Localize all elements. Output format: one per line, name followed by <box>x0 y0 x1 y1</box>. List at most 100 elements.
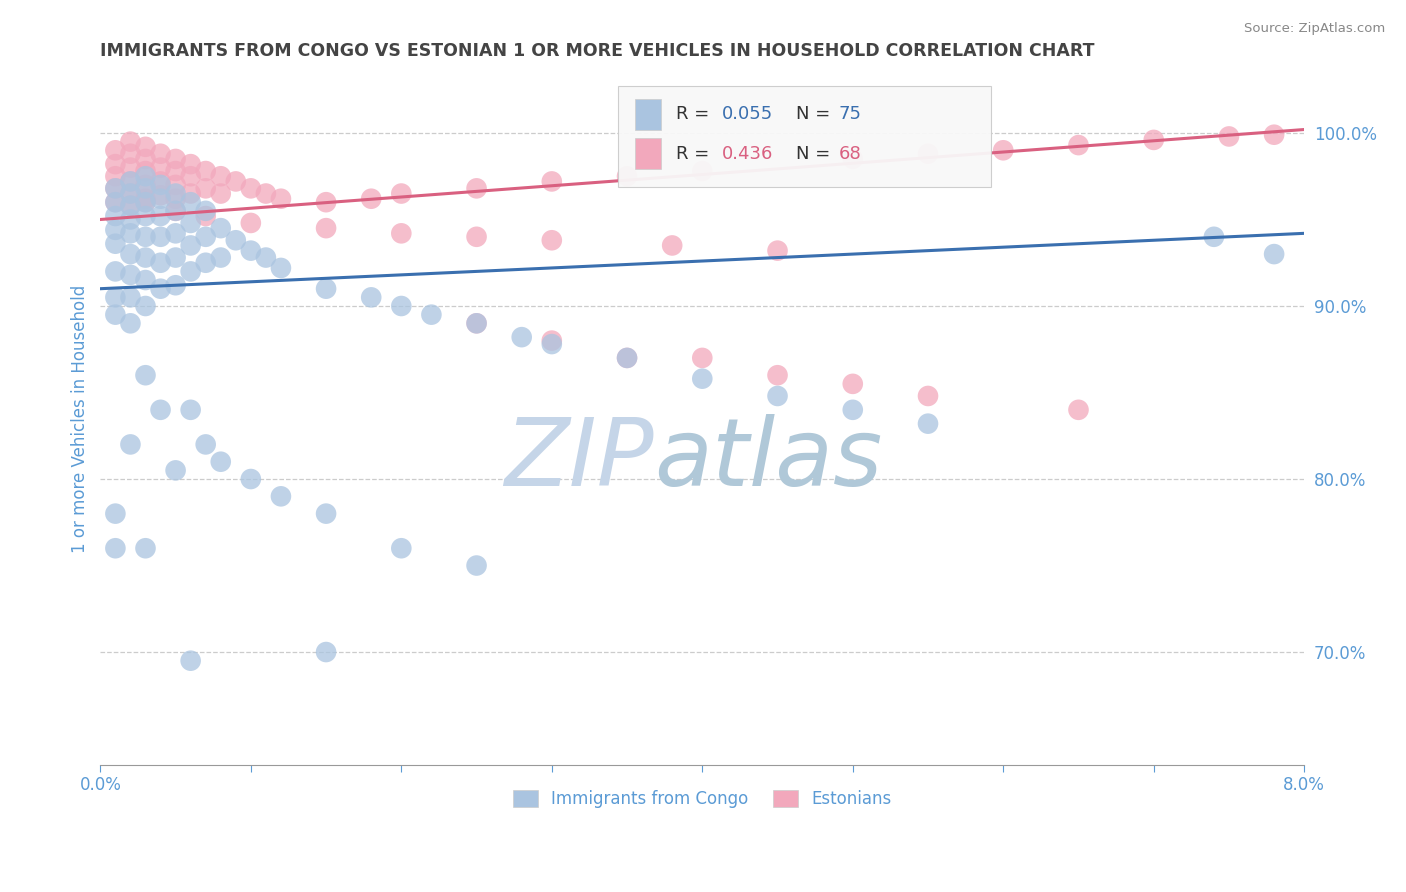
Point <box>134 195 156 210</box>
FancyBboxPatch shape <box>636 99 661 130</box>
Point <box>134 178 156 192</box>
Point <box>766 368 789 383</box>
Point <box>104 541 127 556</box>
Point <box>360 290 382 304</box>
Point <box>165 203 187 218</box>
Point <box>180 238 202 252</box>
Point <box>225 174 247 188</box>
Point <box>104 223 127 237</box>
FancyBboxPatch shape <box>619 87 991 186</box>
Point <box>993 143 1015 157</box>
Point <box>194 181 217 195</box>
Point <box>165 186 187 201</box>
Point <box>165 152 187 166</box>
Point <box>194 209 217 223</box>
Point <box>134 195 156 210</box>
Point <box>270 260 292 275</box>
Point <box>315 282 337 296</box>
Point <box>104 157 127 171</box>
Point <box>104 181 127 195</box>
Point <box>842 152 865 166</box>
Point <box>120 316 142 330</box>
Point <box>104 264 127 278</box>
Point <box>165 278 187 293</box>
Point <box>389 299 412 313</box>
FancyBboxPatch shape <box>636 138 661 169</box>
Point <box>180 186 202 201</box>
Point <box>616 351 638 365</box>
Point <box>1263 128 1285 142</box>
Point <box>540 334 562 348</box>
Point <box>209 169 232 184</box>
Point <box>917 389 939 403</box>
Point <box>180 402 202 417</box>
Point <box>104 290 127 304</box>
Point <box>120 174 142 188</box>
Point <box>842 376 865 391</box>
Point <box>165 178 187 192</box>
Point <box>180 216 202 230</box>
Point <box>389 186 412 201</box>
Point <box>180 654 202 668</box>
Point <box>134 251 156 265</box>
Point <box>120 186 142 201</box>
Point <box>270 192 292 206</box>
Point <box>120 135 142 149</box>
Point <box>134 299 156 313</box>
Point <box>149 146 172 161</box>
Point <box>134 152 156 166</box>
Point <box>165 192 187 206</box>
Point <box>661 238 683 252</box>
Point <box>194 256 217 270</box>
Point <box>315 195 337 210</box>
Point <box>842 402 865 417</box>
Point <box>104 209 127 223</box>
Point <box>104 181 127 195</box>
Point <box>104 308 127 322</box>
Point <box>616 351 638 365</box>
Legend: Immigrants from Congo, Estonians: Immigrants from Congo, Estonians <box>506 783 898 815</box>
Point <box>465 229 488 244</box>
Point <box>465 316 488 330</box>
Point <box>120 437 142 451</box>
Point <box>104 507 127 521</box>
Point <box>465 181 488 195</box>
Point <box>1202 229 1225 244</box>
Point <box>766 244 789 258</box>
Point <box>149 256 172 270</box>
Point <box>104 195 127 210</box>
Point <box>165 251 187 265</box>
Point <box>315 645 337 659</box>
Point <box>134 192 156 206</box>
Point <box>420 308 443 322</box>
Point <box>690 351 713 365</box>
Text: R =: R = <box>676 145 714 162</box>
Point <box>209 455 232 469</box>
Point <box>120 186 142 201</box>
Text: ZIP: ZIP <box>505 415 654 506</box>
Text: R =: R = <box>676 105 714 123</box>
Point <box>134 140 156 154</box>
Point <box>465 558 488 573</box>
Point <box>120 227 142 241</box>
Text: 75: 75 <box>838 105 862 123</box>
Point <box>540 233 562 247</box>
Point <box>1067 138 1090 153</box>
Text: 0.055: 0.055 <box>721 105 773 123</box>
Point <box>149 209 172 223</box>
Point <box>180 169 202 184</box>
Point <box>1218 129 1240 144</box>
Point <box>165 463 187 477</box>
Point <box>120 290 142 304</box>
Point <box>1143 133 1166 147</box>
Point <box>254 251 277 265</box>
Point <box>134 169 156 184</box>
Point <box>134 164 156 178</box>
Point <box>209 186 232 201</box>
Point <box>165 227 187 241</box>
Point <box>149 192 172 206</box>
Point <box>917 146 939 161</box>
Point <box>389 541 412 556</box>
Point <box>465 316 488 330</box>
Point <box>104 169 127 184</box>
